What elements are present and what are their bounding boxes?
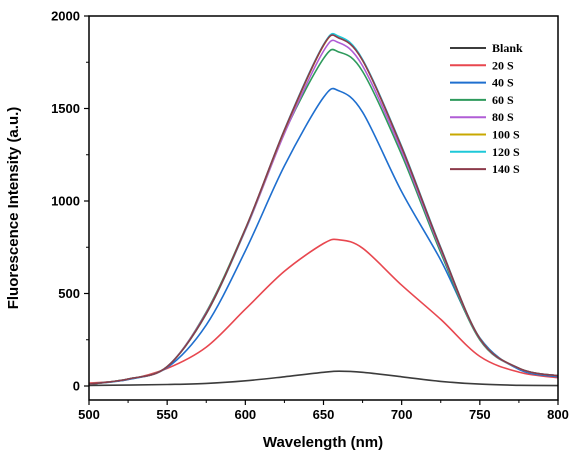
plot-frame xyxy=(88,15,559,401)
y-tick-label: 1500 xyxy=(51,101,80,116)
x-tick-label: 500 xyxy=(78,407,100,422)
y-tick-label: 0 xyxy=(73,379,80,394)
series-line xyxy=(88,34,559,385)
y-tick-label: 2000 xyxy=(51,9,80,24)
legend: Blank 20 S 40 S 60 S 80 S 100 S 120 S 140 S xyxy=(450,41,523,176)
legend-label: 60 S xyxy=(492,93,514,107)
x-axis-title: Wavelength (nm) xyxy=(263,434,383,451)
legend-label: Blank xyxy=(492,41,523,55)
y-tick-label: 500 xyxy=(58,286,80,301)
y-axis-title: Fluorescence Intensity (a.u.) xyxy=(5,107,22,310)
series-line xyxy=(88,48,559,385)
legend-label: 100 S xyxy=(492,128,520,142)
legend-label: 140 S xyxy=(492,162,520,176)
series-line xyxy=(88,370,559,387)
x-tick-label: 650 xyxy=(313,407,335,422)
x-tick-label: 550 xyxy=(156,407,178,422)
series-line xyxy=(88,87,559,385)
series-line xyxy=(88,33,559,385)
legend-label: 80 S xyxy=(492,110,514,124)
x-tick-label: 750 xyxy=(469,407,491,422)
y-tick-label: 1000 xyxy=(51,194,80,209)
series-line xyxy=(88,238,559,384)
legend-label: 20 S xyxy=(492,58,514,72)
x-tick-label: 600 xyxy=(234,407,256,422)
series-line xyxy=(88,32,559,385)
x-tick-label: 700 xyxy=(391,407,413,422)
legend-label: 120 S xyxy=(492,145,520,159)
axis-ticks: 500 550 600 650 700 750 800 0 500 1000 1500 2000 xyxy=(51,9,569,423)
plot-lines xyxy=(88,32,559,387)
legend-label: 40 S xyxy=(492,76,514,90)
x-tick-label: 800 xyxy=(547,407,569,422)
series-line xyxy=(88,39,559,385)
